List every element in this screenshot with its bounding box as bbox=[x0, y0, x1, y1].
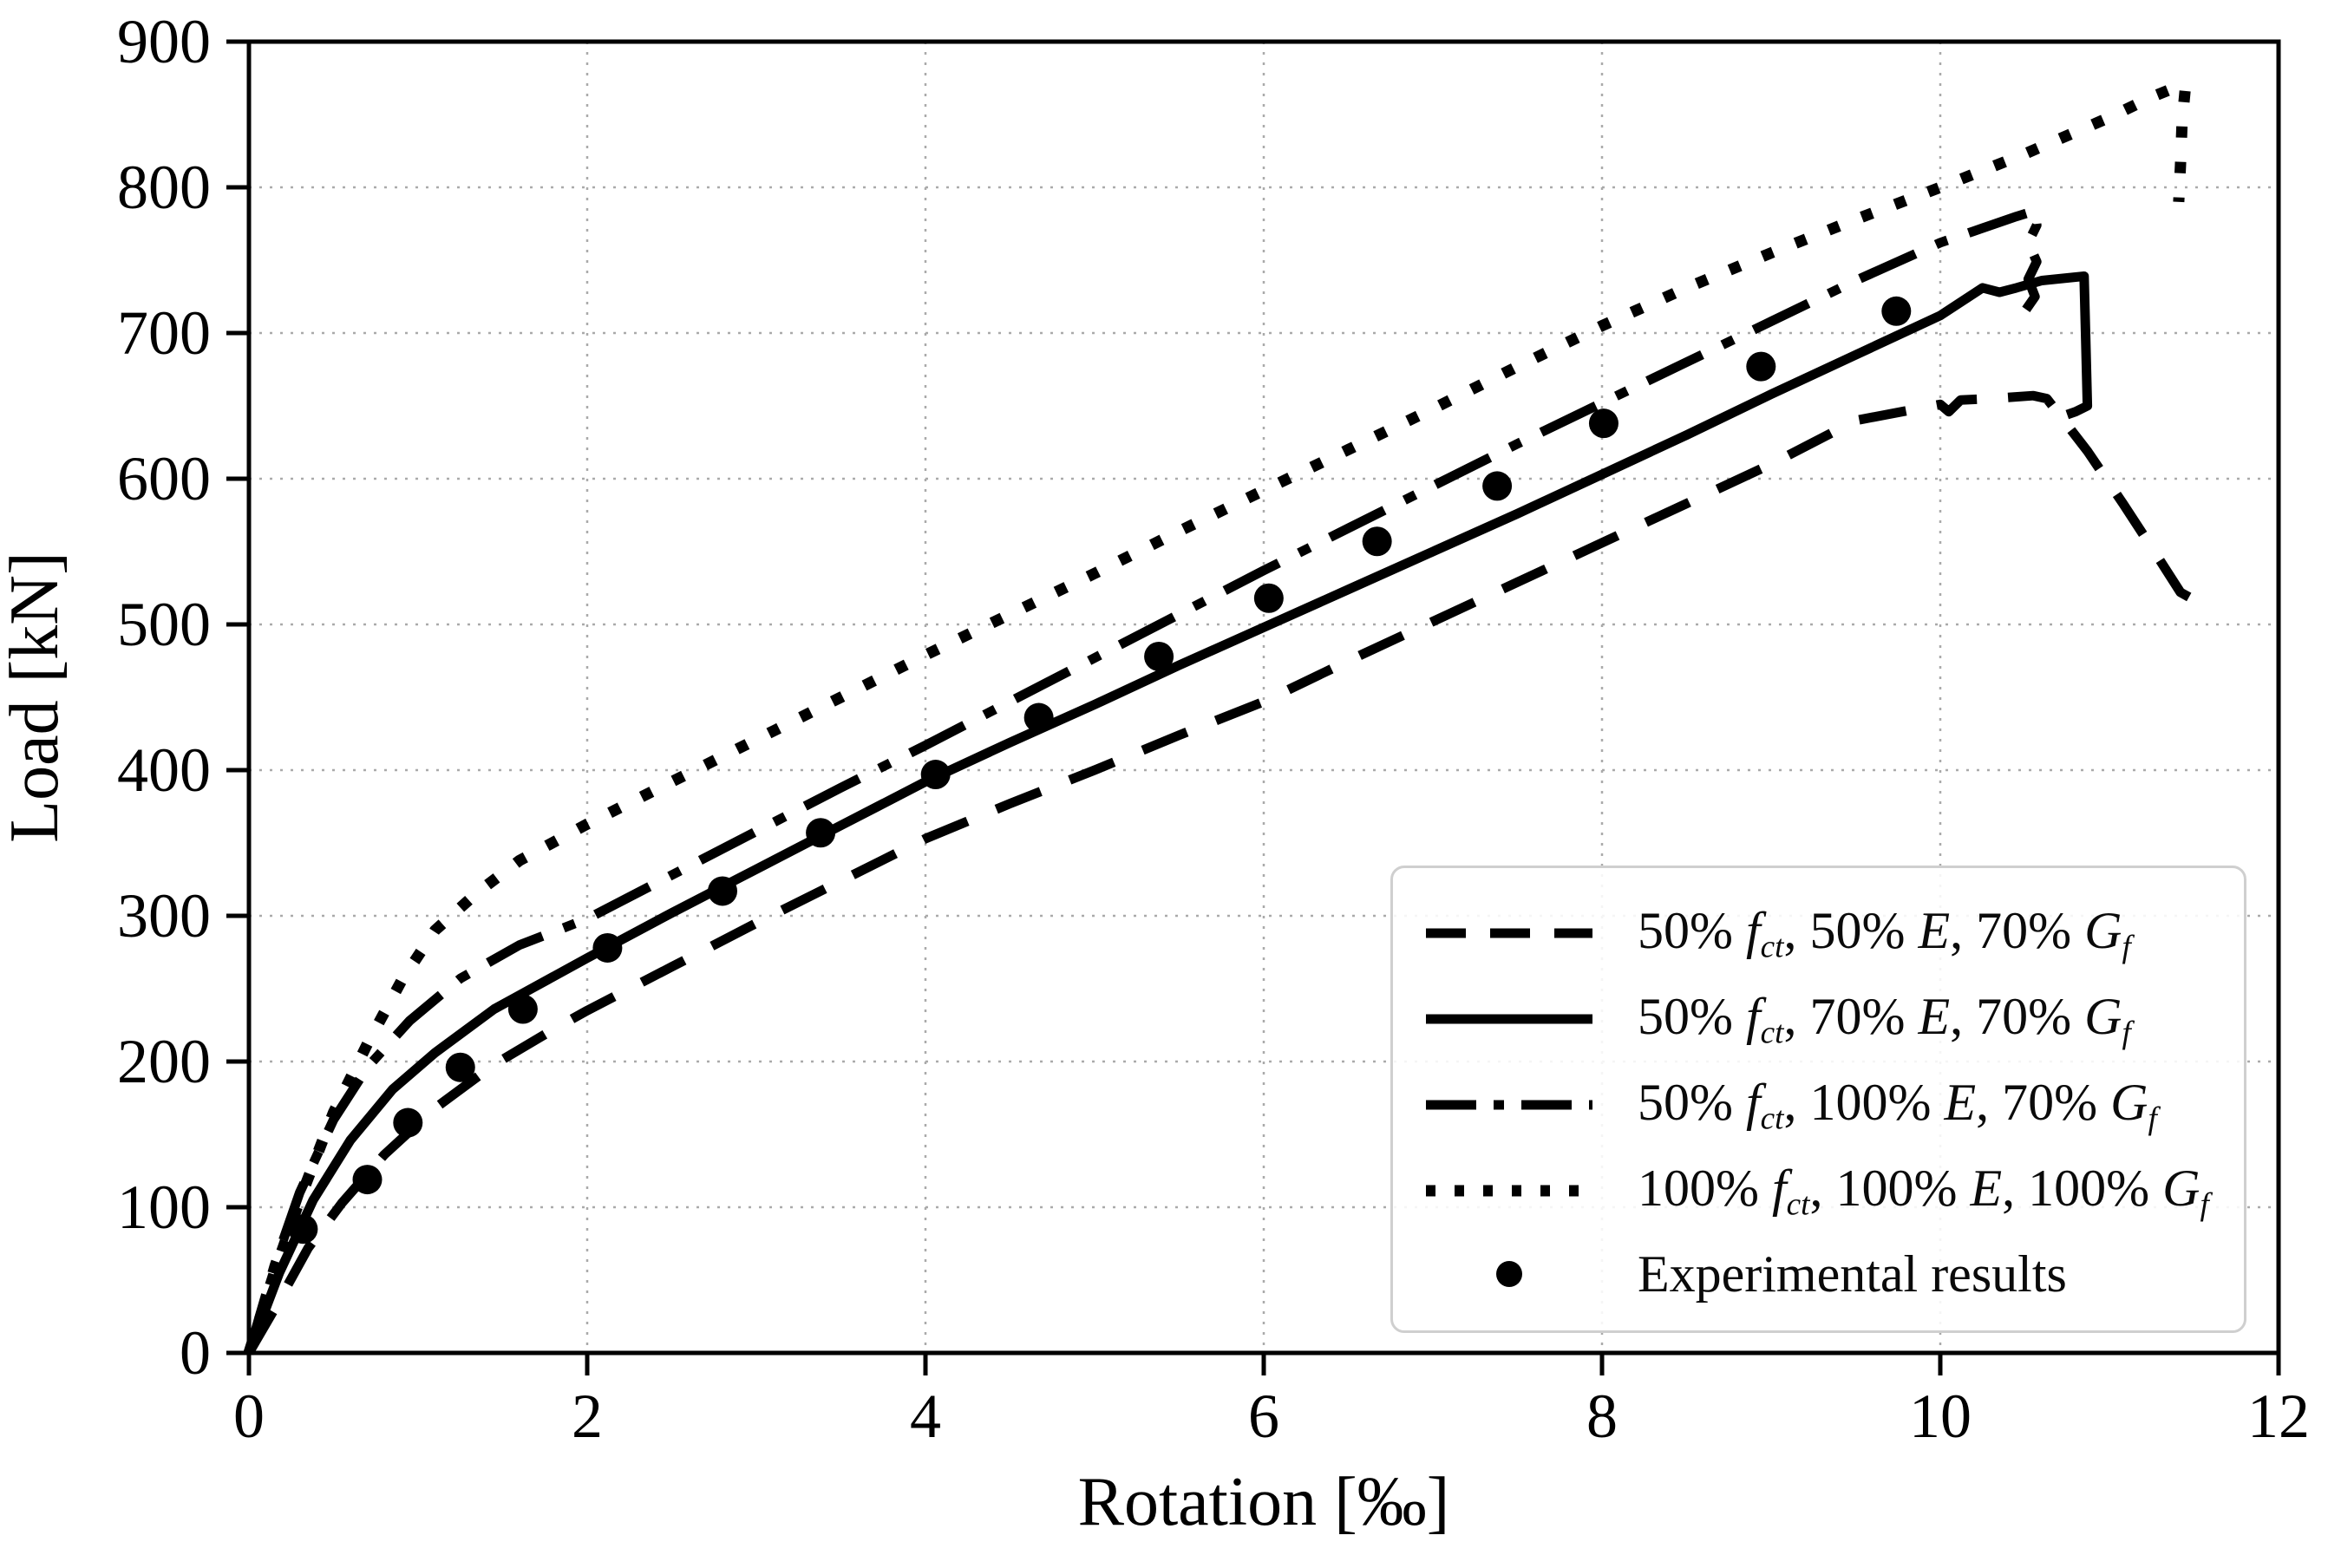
experimental-point bbox=[592, 932, 623, 963]
legend-label-2: 50% fct, 100% E, 70% Gf bbox=[1638, 1073, 2157, 1137]
y-tick-label-900: 900 bbox=[117, 7, 211, 76]
experimental-point bbox=[708, 876, 737, 906]
experimental-point bbox=[1881, 296, 1912, 326]
legend-label-4: Experimental results bbox=[1638, 1245, 2067, 1303]
legend-label-1: 50% fct, 70% E, 70% Gf bbox=[1638, 988, 2131, 1051]
series-line-dashdot bbox=[244, 206, 2042, 1355]
experimental-point bbox=[1023, 702, 1054, 733]
experimental-point bbox=[507, 994, 538, 1024]
experimental-point bbox=[1588, 408, 1618, 439]
legend: 50% fct, 50% E, 70% Gf 50% fct, 70% E, 70… bbox=[1390, 866, 2246, 1333]
x-tick-label-4: 4 bbox=[910, 1382, 941, 1451]
tick-layer: 0 2 4 6 8 10 12 0 100 200 300 400 500 600 700 800 900 bbox=[117, 7, 2310, 1451]
legend-label-0: 50% fct, 50% E, 70% Gf bbox=[1638, 902, 2131, 965]
experimental-point bbox=[1253, 583, 1284, 613]
y-tick-label-400: 400 bbox=[117, 735, 211, 805]
y-tick-label-300: 300 bbox=[117, 881, 211, 951]
x-tick-label-2: 2 bbox=[572, 1382, 603, 1451]
y-tick-label-500: 500 bbox=[117, 590, 211, 659]
y-tick-label-200: 200 bbox=[117, 1027, 211, 1096]
y-tick-label-100: 100 bbox=[117, 1173, 211, 1242]
legend-sample-dotted bbox=[1426, 1185, 1592, 1197]
x-axis-label: Rotation [‰] bbox=[1078, 1464, 1450, 1540]
legend-sample-scatter bbox=[1496, 1261, 1522, 1288]
legend-item-3: 100% fct, 100% E, 100% Gf bbox=[1422, 1159, 2228, 1223]
legend-item-1: 50% fct, 70% E, 70% Gf bbox=[1422, 987, 2228, 1051]
x-tick-label-0: 0 bbox=[233, 1382, 265, 1451]
experimental-point bbox=[1362, 526, 1392, 557]
experimental-point bbox=[920, 760, 951, 790]
legend-item-2: 50% fct, 100% E, 70% Gf bbox=[1422, 1073, 2228, 1137]
legend-label-3: 100% fct, 100% E, 100% Gf bbox=[1638, 1159, 2209, 1223]
x-tick-label-8: 8 bbox=[1586, 1382, 1618, 1451]
x-tick-label-12: 12 bbox=[2247, 1382, 2310, 1451]
y-tick-label-700: 700 bbox=[117, 298, 211, 368]
y-tick-label-600: 600 bbox=[117, 444, 211, 513]
series-line-dotted bbox=[243, 79, 2192, 1355]
experimental-point bbox=[288, 1214, 318, 1245]
experimental-point bbox=[1746, 351, 1776, 382]
legend-sample-dashed bbox=[1426, 928, 1592, 938]
experimental-point bbox=[1482, 471, 1513, 501]
experimental-point bbox=[393, 1107, 423, 1138]
experimental-point bbox=[352, 1165, 383, 1195]
series-layer bbox=[243, 79, 2207, 1356]
legend-item-4: Experimental results bbox=[1422, 1245, 2228, 1304]
legend-sample-dashdot bbox=[1426, 1100, 1592, 1110]
y-axis-label: Load [kN] bbox=[0, 552, 73, 842]
experimental-point bbox=[1144, 641, 1174, 671]
x-tick-label-6: 6 bbox=[1248, 1382, 1279, 1451]
legend-sample-solid bbox=[1426, 1014, 1592, 1024]
experimental-point bbox=[806, 818, 836, 848]
series-line-dashed bbox=[245, 390, 2207, 1356]
x-tick-label-10: 10 bbox=[1909, 1382, 1972, 1451]
dot-marker-icon bbox=[1496, 1261, 1522, 1288]
y-tick-label-800: 800 bbox=[117, 153, 211, 222]
legend-item-0: 50% fct, 50% E, 70% Gf bbox=[1422, 901, 2228, 965]
series-scatter-experimental bbox=[288, 296, 1912, 1245]
experimental-point bbox=[445, 1052, 475, 1082]
y-tick-label-0: 0 bbox=[180, 1318, 211, 1388]
